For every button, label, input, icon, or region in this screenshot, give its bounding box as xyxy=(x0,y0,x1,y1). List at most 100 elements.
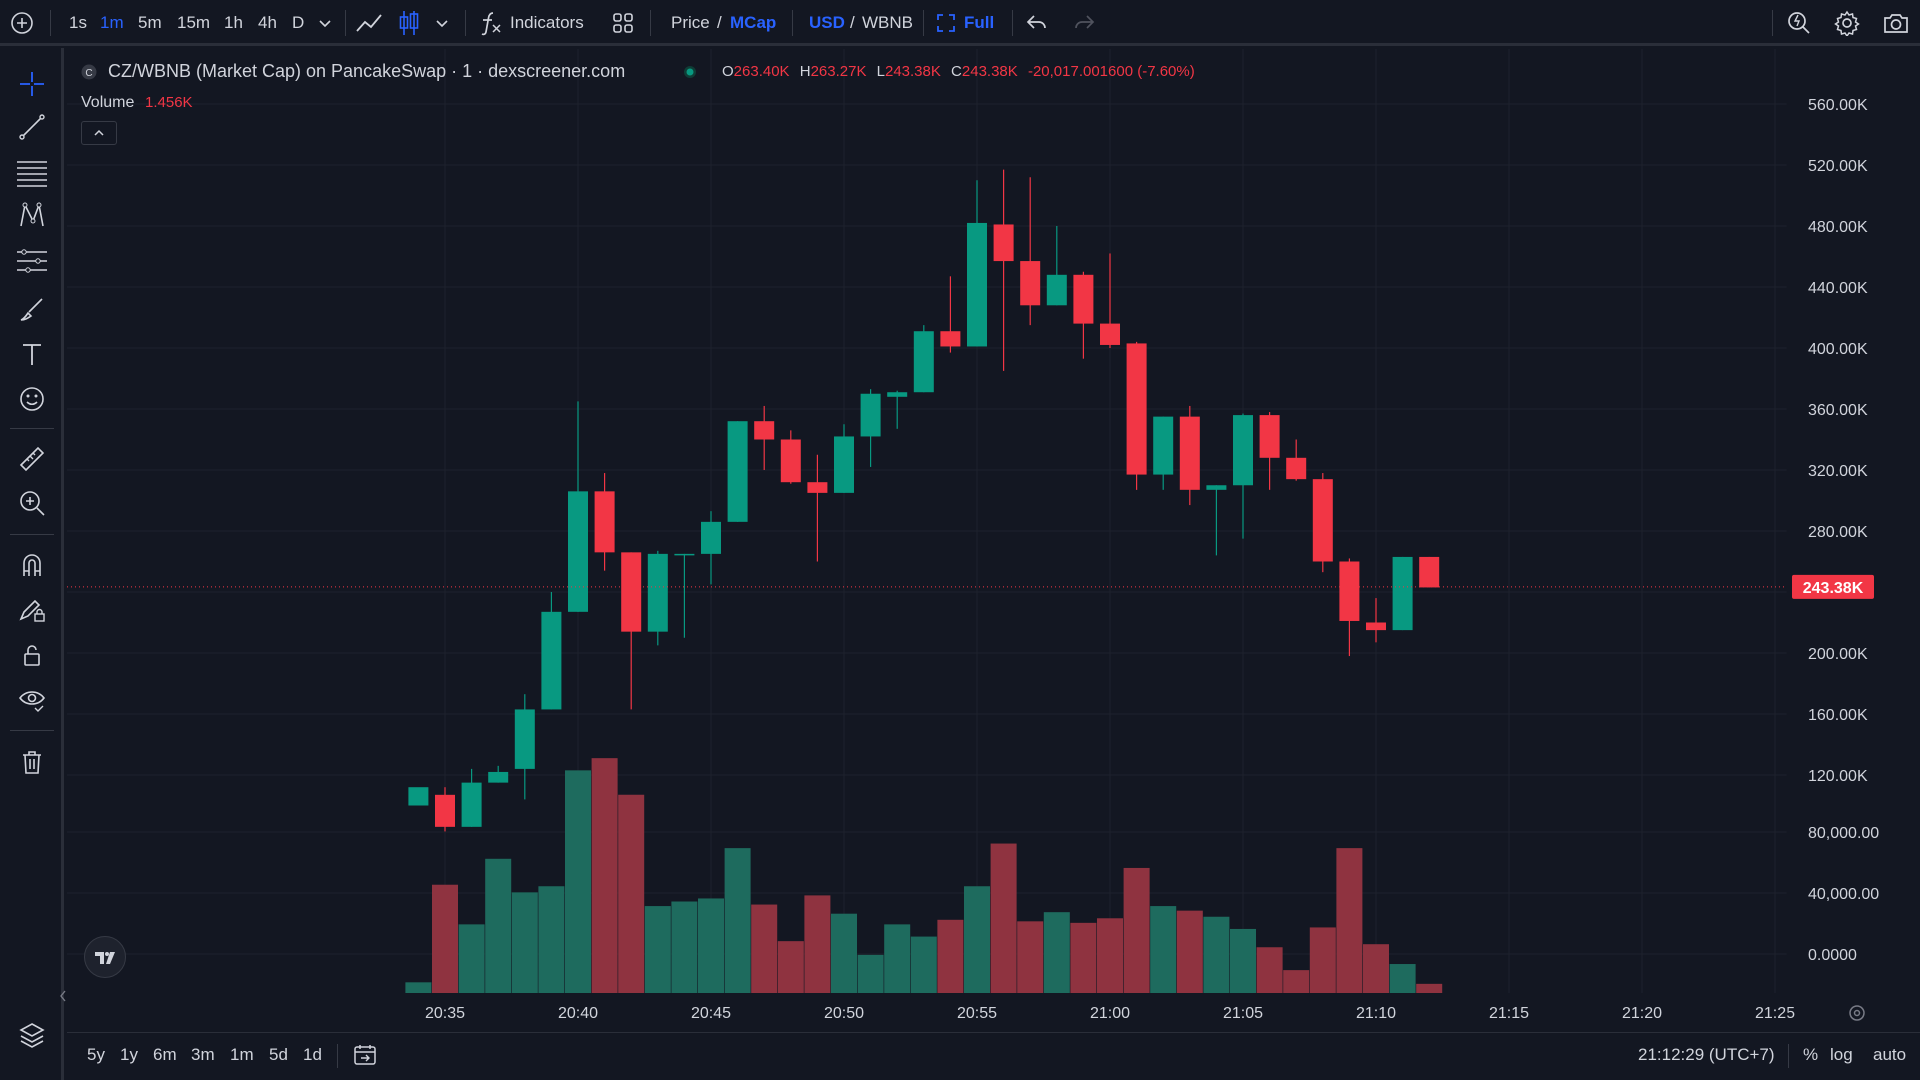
time-tick-label: 21:05 xyxy=(1223,1005,1263,1022)
fullscreen-icon[interactable] xyxy=(937,14,955,37)
volume-bar xyxy=(724,848,751,993)
camera-icon[interactable] xyxy=(1882,11,1910,40)
candle-body xyxy=(408,787,429,806)
fib-levels-icon[interactable] xyxy=(16,157,48,192)
sidebar-collapse-handle[interactable] xyxy=(58,984,68,1008)
redo-icon[interactable] xyxy=(1072,13,1096,38)
candle-body xyxy=(860,393,881,437)
volume-bar xyxy=(618,794,645,993)
interval-4h[interactable]: 4h xyxy=(258,13,277,32)
text-tool-icon[interactable] xyxy=(17,339,47,374)
undo-icon[interactable] xyxy=(1025,13,1049,38)
volume-bar xyxy=(591,758,618,993)
percent-scale-toggle[interactable]: % xyxy=(1803,1045,1819,1064)
ruler-icon[interactable] xyxy=(17,444,47,479)
settings-gear-icon[interactable] xyxy=(1834,10,1860,41)
range-5y[interactable]: 5y xyxy=(87,1045,105,1064)
interval-1m[interactable]: 1m xyxy=(100,13,124,32)
indicators-fx-icon[interactable] xyxy=(478,10,504,41)
range-1y[interactable]: 1y xyxy=(120,1045,138,1064)
interval-15m[interactable]: 15m xyxy=(177,13,211,32)
usd-toggle[interactable]: USD xyxy=(809,13,845,32)
trend-line-icon[interactable] xyxy=(17,112,47,147)
volume-bar xyxy=(910,936,937,993)
pencil-lock-icon[interactable] xyxy=(17,595,47,630)
range-1m[interactable]: 1m xyxy=(230,1045,254,1064)
volume-bar xyxy=(1336,848,1363,993)
eye-icon[interactable] xyxy=(17,684,47,719)
candle-body xyxy=(940,331,961,347)
volume-bar xyxy=(432,884,458,993)
trash-icon[interactable] xyxy=(17,747,47,782)
zoom-in-icon[interactable] xyxy=(17,488,47,523)
add-symbol-icon[interactable] xyxy=(10,11,34,40)
emoji-icon[interactable] xyxy=(17,384,47,419)
patterns-icon[interactable] xyxy=(17,200,47,235)
interval-5m[interactable]: 5m xyxy=(138,13,162,32)
quick-search-icon[interactable] xyxy=(1786,10,1812,41)
range-5d[interactable]: 5d xyxy=(269,1045,288,1064)
line-chart-icon[interactable] xyxy=(355,11,385,40)
tradingview-logo[interactable] xyxy=(84,936,126,978)
layouts-grid-icon[interactable] xyxy=(612,12,634,39)
time-tick-label: 20:55 xyxy=(957,1005,997,1022)
forecast-icon[interactable] xyxy=(16,246,48,281)
change-value: -20,017.001600 (-7.60%) xyxy=(1027,63,1195,80)
close-value: 243.38K xyxy=(961,63,1018,80)
volume-bar xyxy=(1203,916,1230,993)
interval-1s[interactable]: 1s xyxy=(69,13,87,32)
candle-body xyxy=(1366,622,1386,631)
price-tick-label: 520.00K xyxy=(1808,158,1868,175)
full-button[interactable]: Full xyxy=(964,13,995,32)
candles-icon[interactable] xyxy=(398,9,420,42)
candle-body xyxy=(967,222,987,347)
candle-body xyxy=(461,782,482,827)
log-scale-toggle[interactable]: log xyxy=(1830,1045,1853,1064)
time-tick-label: 20:45 xyxy=(691,1005,731,1022)
wbnb-toggle[interactable]: WBNB xyxy=(862,13,913,32)
chart-type-dropdown-icon[interactable] xyxy=(435,17,449,35)
high-value: 263.27K xyxy=(810,63,867,80)
price-tick-label: 120.00K xyxy=(1808,768,1868,785)
brush-icon[interactable] xyxy=(17,294,47,329)
auto-scale-toggle[interactable]: auto xyxy=(1873,1045,1907,1064)
crosshair-icon[interactable] xyxy=(17,69,47,104)
interval-dropdown-icon[interactable] xyxy=(318,17,332,35)
volume-bar xyxy=(1017,921,1044,993)
symbol-logo-icon: C xyxy=(81,64,97,85)
candle-body xyxy=(1153,416,1174,475)
candle-body xyxy=(1312,479,1333,562)
volume-bar xyxy=(405,982,432,993)
mcap-toggle[interactable]: MCap xyxy=(730,13,777,32)
volume-legend-label[interactable]: Volume xyxy=(81,94,135,111)
indicators-button[interactable]: Indicators xyxy=(510,13,584,32)
candle-body xyxy=(727,421,748,522)
chevron-up-icon xyxy=(94,129,104,136)
axis-settings-icon[interactable] xyxy=(1847,1003,1867,1028)
price-toggle[interactable]: Price xyxy=(671,13,710,32)
object-tree-layers-icon[interactable] xyxy=(17,1020,47,1055)
candle-body xyxy=(1206,485,1227,490)
toolbar-divider xyxy=(345,10,346,36)
interval-d[interactable]: D xyxy=(292,13,305,32)
range-6m[interactable]: 6m xyxy=(153,1045,177,1064)
magnet-icon[interactable] xyxy=(17,550,47,585)
toolbar-divider xyxy=(50,10,51,36)
candle-body xyxy=(568,491,588,612)
candle-body xyxy=(913,331,934,393)
candle-body xyxy=(780,439,801,483)
top-toolbar: 1s 1m 5m 15m 1h 4h D Indicators Price / … xyxy=(0,0,1920,46)
toolbar-divider xyxy=(1012,10,1013,36)
high-key: H xyxy=(799,63,811,80)
price-tick-label: 200.00K xyxy=(1808,646,1868,663)
clock-time[interactable]: 21:12:29 (UTC+7) xyxy=(1638,1045,1775,1064)
collapse-legend-button[interactable] xyxy=(81,121,117,145)
range-1d[interactable]: 1d xyxy=(303,1045,322,1064)
interval-1h[interactable]: 1h xyxy=(224,13,243,32)
volume-bar xyxy=(538,886,565,993)
goto-date-icon[interactable] xyxy=(352,1043,378,1072)
range-3m[interactable]: 3m xyxy=(191,1045,215,1064)
chart-title[interactable]: CZ/WBNB (Market Cap) on PancakeSwap · 1 … xyxy=(108,61,626,81)
lock-icon[interactable] xyxy=(17,640,47,675)
